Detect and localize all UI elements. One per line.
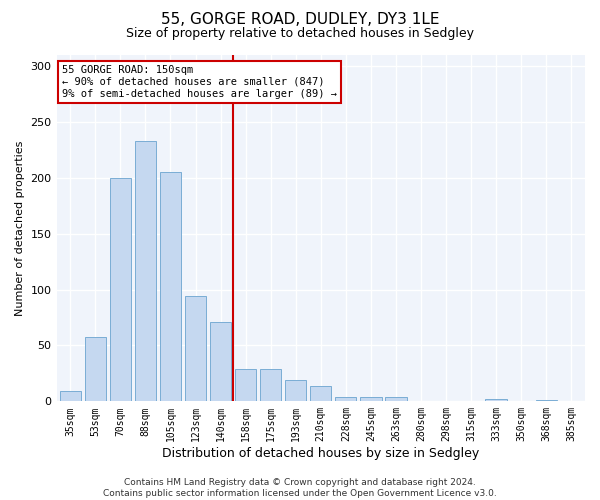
Bar [110, 178, 131, 402]
Y-axis label: Number of detached properties: Number of detached properties [15, 140, 25, 316]
Bar [536, 400, 557, 402]
Bar [310, 386, 331, 402]
Bar [135, 141, 156, 402]
Bar [260, 369, 281, 402]
Bar [85, 336, 106, 402]
Bar [59, 392, 81, 402]
Bar [160, 172, 181, 402]
Bar [485, 399, 507, 402]
Bar [285, 380, 307, 402]
Text: Contains HM Land Registry data © Crown copyright and database right 2024.
Contai: Contains HM Land Registry data © Crown c… [103, 478, 497, 498]
Bar [210, 322, 231, 402]
X-axis label: Distribution of detached houses by size in Sedgley: Distribution of detached houses by size … [162, 447, 479, 460]
Text: 55, GORGE ROAD, DUDLEY, DY3 1LE: 55, GORGE ROAD, DUDLEY, DY3 1LE [161, 12, 439, 28]
Bar [385, 397, 407, 402]
Text: Size of property relative to detached houses in Sedgley: Size of property relative to detached ho… [126, 28, 474, 40]
Bar [185, 296, 206, 402]
Bar [360, 397, 382, 402]
Bar [235, 369, 256, 402]
Text: 55 GORGE ROAD: 150sqm
← 90% of detached houses are smaller (847)
9% of semi-deta: 55 GORGE ROAD: 150sqm ← 90% of detached … [62, 66, 337, 98]
Bar [335, 397, 356, 402]
